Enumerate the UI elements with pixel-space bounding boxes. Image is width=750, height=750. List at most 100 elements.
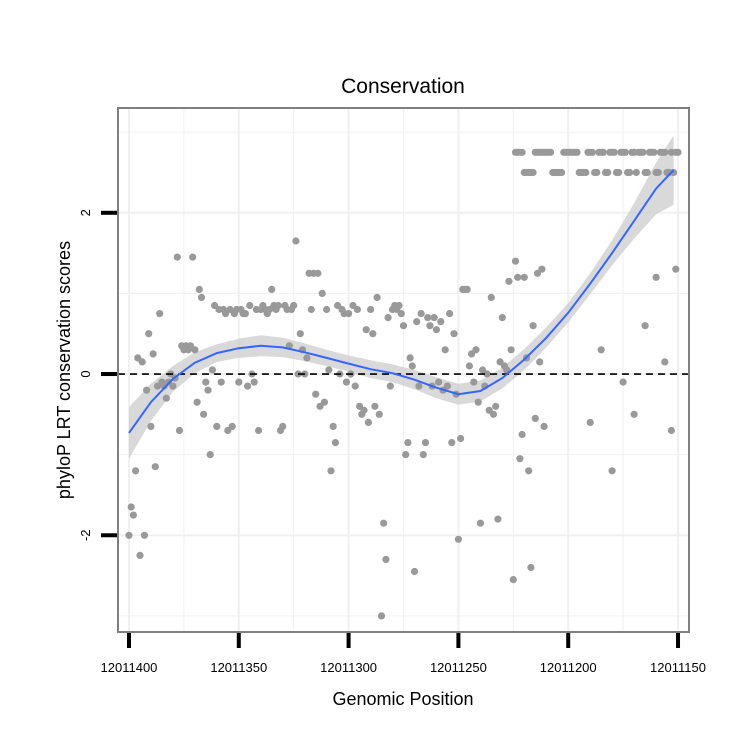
data-point	[331, 439, 339, 447]
data-point	[323, 305, 331, 314]
data-point	[404, 439, 412, 447]
data-point	[621, 148, 629, 156]
data-point	[175, 426, 184, 435]
data-point	[325, 366, 333, 374]
y-tick-label: 2	[78, 209, 93, 216]
data-point	[454, 535, 462, 543]
data-point	[204, 386, 212, 394]
data-point	[208, 366, 216, 374]
data-point	[470, 378, 478, 386]
data-point	[279, 422, 287, 430]
data-point	[342, 378, 350, 386]
data-point	[586, 418, 594, 426]
data-point	[516, 455, 524, 463]
data-point	[476, 519, 484, 527]
x-axis-title: Genomic Position	[332, 689, 473, 709]
data-point	[518, 430, 526, 439]
data-point	[514, 273, 522, 281]
data-point	[136, 551, 144, 560]
data-point	[406, 354, 414, 362]
data-point	[397, 310, 405, 318]
data-point	[441, 346, 449, 354]
x-tick-label: 12011400	[101, 660, 158, 675]
data-point	[329, 422, 337, 430]
data-point	[202, 378, 210, 386]
data-point	[489, 410, 498, 418]
data-point	[217, 378, 225, 386]
data-point	[156, 310, 164, 318]
data-point	[377, 612, 386, 620]
data-point	[507, 346, 515, 354]
x-tick-label: 12011300	[320, 660, 377, 675]
data-point	[373, 293, 381, 301]
data-point	[639, 148, 647, 156]
data-point	[382, 555, 390, 564]
data-point	[540, 422, 548, 430]
data-point	[492, 402, 500, 410]
data-point	[189, 253, 197, 261]
data-point	[318, 289, 326, 297]
data-point	[599, 148, 607, 156]
data-point	[417, 310, 425, 318]
data-point	[426, 322, 434, 330]
y-axis: 2 0 -2	[78, 209, 117, 541]
data-point	[191, 346, 199, 354]
data-point	[162, 394, 170, 402]
data-points	[125, 148, 682, 620]
data-point	[327, 467, 335, 475]
data-point	[527, 563, 535, 572]
data-point	[402, 451, 410, 459]
data-point	[241, 310, 249, 318]
y-tick-label: 0	[78, 370, 93, 377]
data-point	[244, 382, 252, 390]
data-point	[132, 467, 140, 475]
data-point	[213, 422, 221, 430]
data-point	[597, 346, 605, 354]
data-point	[457, 434, 465, 443]
data-point	[619, 378, 627, 386]
data-point	[129, 511, 137, 519]
data-point	[151, 463, 159, 471]
data-point	[472, 346, 480, 354]
data-point	[641, 322, 649, 330]
data-point	[558, 168, 566, 177]
panel-frame	[117, 107, 690, 633]
chart-title: Conservation	[341, 75, 465, 98]
data-point	[538, 265, 546, 273]
data-point	[435, 378, 443, 386]
data-point	[498, 314, 506, 322]
data-point	[173, 253, 181, 261]
y-axis-title: phyloP LRT conservation scores	[54, 241, 74, 499]
data-point	[250, 378, 258, 386]
x-axis: 12011400 12011350 12011300 12011250 12011200…	[101, 633, 706, 675]
plot-panel	[117, 107, 690, 633]
data-point	[274, 301, 282, 310]
data-point	[193, 398, 201, 406]
data-point	[320, 398, 328, 406]
data-point	[672, 265, 680, 273]
data-point	[443, 382, 451, 390]
data-point	[448, 439, 456, 447]
data-point	[446, 310, 454, 318]
data-point	[674, 148, 682, 156]
data-point	[314, 269, 322, 277]
data-point	[531, 414, 539, 422]
data-point	[661, 358, 669, 366]
data-point	[608, 467, 616, 475]
data-point	[615, 168, 623, 177]
data-point	[536, 358, 544, 366]
data-point	[511, 257, 520, 265]
smooth-line	[128, 169, 675, 434]
data-point	[525, 467, 533, 475]
data-point	[450, 330, 458, 338]
data-point	[518, 148, 526, 156]
data-point	[573, 148, 581, 156]
data-point	[588, 148, 597, 156]
data-point	[127, 503, 135, 511]
data-point	[268, 285, 276, 293]
data-point	[292, 237, 300, 245]
data-point	[125, 531, 133, 539]
data-point	[360, 406, 368, 414]
data-point	[421, 439, 430, 447]
data-point	[312, 390, 320, 398]
